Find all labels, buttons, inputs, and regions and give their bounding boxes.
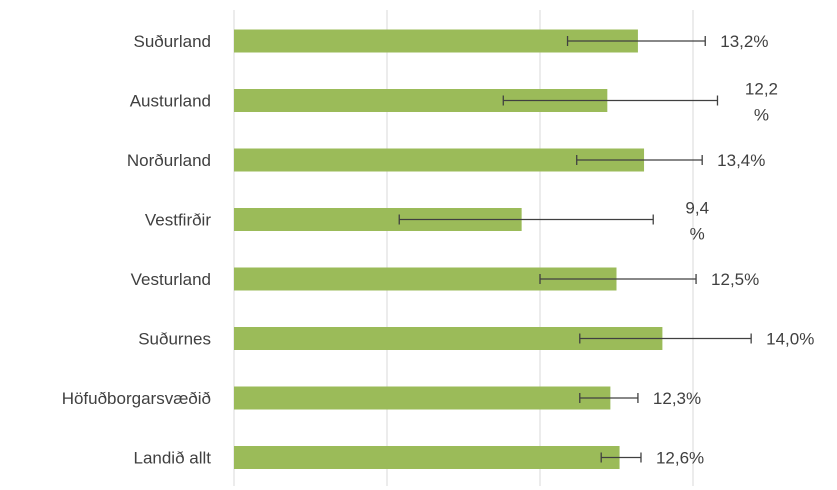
error-bars-group — [398, 36, 752, 463]
error-bar — [398, 214, 654, 225]
category-label: Vesturland — [131, 270, 211, 289]
bar — [234, 148, 645, 172]
bar — [234, 327, 663, 350]
category-labels: Suðurland Austurland Norðurland Vestfirðir V… — [62, 32, 212, 468]
error-bar — [600, 452, 642, 463]
category-label: Norðurland — [127, 151, 211, 170]
error-bar — [566, 36, 706, 46]
error-bar — [579, 333, 752, 344]
bar — [234, 267, 617, 291]
data-label: 12,3% — [653, 389, 701, 408]
category-label: Suðurnes — [138, 330, 211, 349]
category-label: Höfuðborgarsvæðið — [62, 389, 211, 408]
category-label: Vestfirðir — [145, 211, 211, 230]
category-label: Austurland — [130, 92, 211, 111]
error-bar — [502, 95, 719, 106]
error-bar — [579, 393, 639, 403]
error-bar — [539, 274, 697, 284]
data-label: 12,5% — [711, 270, 759, 289]
bar — [234, 208, 522, 231]
bar — [234, 386, 611, 410]
data-label: % — [690, 225, 705, 244]
category-label: Suðurland — [133, 32, 211, 51]
data-label: % — [754, 106, 769, 125]
data-label: 9,4 — [685, 199, 709, 218]
data-labels: 13,2% 12,2% 13,4% 9,4% 12,5% 14,0% 12,3% 12,6% — [653, 32, 814, 468]
bar — [234, 446, 620, 469]
bar — [234, 89, 608, 112]
data-label: 12,6% — [656, 449, 704, 468]
data-label: 13,2% — [720, 32, 768, 51]
bars-group — [234, 29, 663, 469]
data-label: 12,2 — [745, 80, 778, 99]
bar — [234, 29, 638, 53]
error-bar — [576, 155, 703, 165]
category-label: Landið allt — [133, 449, 211, 468]
gridlines — [233, 10, 694, 486]
data-label: 14,0% — [766, 330, 814, 349]
data-label: 13,4% — [717, 151, 765, 170]
